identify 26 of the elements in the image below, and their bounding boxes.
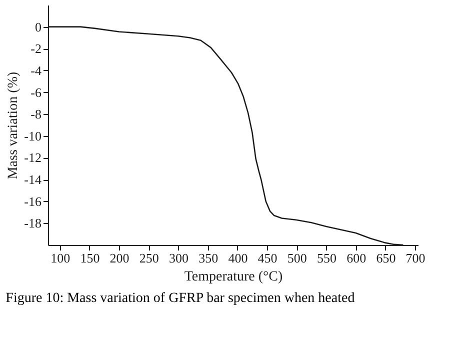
x-tick-label: 300 — [168, 250, 188, 266]
y-axis-title: Mass variation (%) — [6, 72, 22, 180]
x-tick-label: 550 — [316, 250, 336, 266]
y-tick-label: -4 — [30, 62, 42, 78]
y-tick-label: 0 — [35, 19, 42, 34]
y-tick-label: -16 — [24, 194, 42, 209]
x-tick-label: 100 — [50, 250, 70, 266]
y-tick-label: -12 — [24, 150, 42, 166]
x-tick-label: 350 — [198, 250, 218, 266]
x-tick-label: 600 — [346, 250, 366, 266]
x-tick-label: 500 — [287, 250, 307, 266]
x-tick-label: 450 — [258, 250, 278, 266]
caption: Figure 10: Mass variation of GFRP bar specimen when heated — [6, 291, 355, 306]
y-tick-label: -14 — [24, 172, 42, 188]
x-tick-label: 700 — [406, 250, 426, 266]
x-axis-title: Temperature (°C) — [184, 270, 283, 284]
x-tick-label: 250 — [139, 250, 159, 266]
x-tick-label: 150 — [80, 250, 100, 266]
y-tick-label: -2 — [30, 41, 42, 56]
y-tick-label: -10 — [24, 128, 42, 144]
y-tick-label: -8 — [30, 106, 42, 122]
y-tick-label: -18 — [24, 216, 42, 231]
y-tick-label: -6 — [30, 84, 42, 100]
x-tick-label: 400 — [228, 250, 248, 266]
x-tick-label: 650 — [376, 250, 396, 266]
x-tick-label: 200 — [110, 250, 130, 266]
